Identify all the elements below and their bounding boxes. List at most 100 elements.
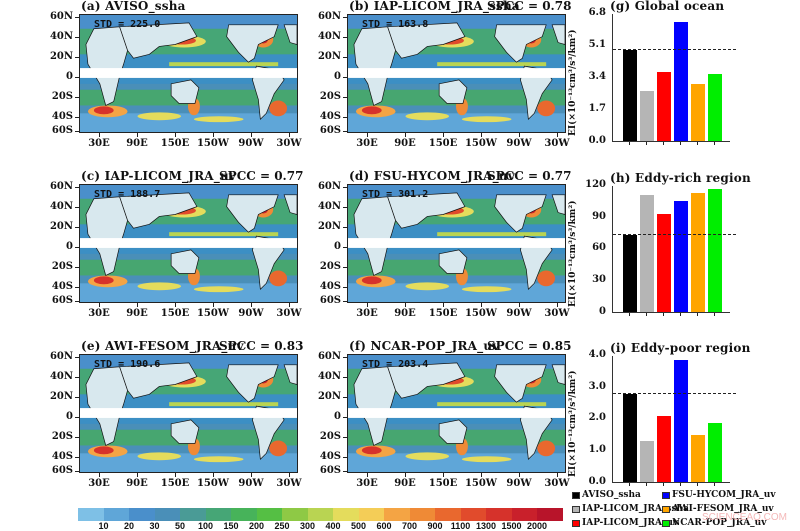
lat-tick <box>343 301 347 302</box>
eddy-field-map <box>80 355 297 472</box>
lat-tick <box>343 397 347 398</box>
colorbar-label: 10 <box>98 521 109 531</box>
colorbar-segment <box>78 508 104 521</box>
lon-tick <box>367 303 368 307</box>
legend-item: FSU-HYCOM_JRA_uv <box>662 490 776 500</box>
lon-tick <box>481 473 482 477</box>
lon-tick <box>99 303 100 307</box>
ocean-map: STD = 301.2 <box>347 184 566 303</box>
lon-label: 90W <box>238 478 264 489</box>
lon-tick <box>175 133 176 137</box>
lat-tick <box>343 471 347 472</box>
colorbar-label: 150 <box>223 521 239 531</box>
lat-label: 40N <box>317 31 341 42</box>
lat-tick <box>75 57 79 58</box>
lat-label: 20N <box>317 221 341 232</box>
bar-chart-3 <box>612 356 736 483</box>
lat-tick <box>343 377 347 378</box>
legend-label: IAP-LICOM_JRA_uv <box>582 518 679 528</box>
eddy-field-map <box>348 355 565 472</box>
colorbar-segment <box>103 508 129 521</box>
legend-swatch <box>572 505 580 513</box>
lat-tick <box>343 267 347 268</box>
lat-label: 20S <box>319 431 341 442</box>
y-tick-label: 0.0 <box>588 135 606 146</box>
lat-tick <box>75 37 79 38</box>
legend-item: AVISO_ssha <box>572 490 641 500</box>
colorbar-label: 250 <box>274 521 290 531</box>
reference-line <box>613 393 736 394</box>
lon-label: 90E <box>394 138 416 149</box>
eddy-field-map <box>80 185 297 302</box>
map-panel-title: (d) FSU-HYCOM_JRA_uv <box>349 169 515 183</box>
legend-swatch <box>662 519 670 527</box>
lon-label: 30W <box>276 478 302 489</box>
lon-label: 30E <box>88 478 110 489</box>
lat-tick <box>75 131 79 132</box>
lat-tick <box>343 437 347 438</box>
map-panel-title: (c) IAP-LICOM_JRA_uv <box>81 169 237 183</box>
lat-tick <box>75 97 79 98</box>
lon-label: 90W <box>506 478 532 489</box>
lon-tick <box>251 303 252 307</box>
colorbar-segment <box>231 508 257 521</box>
lon-label: 150E <box>428 478 458 489</box>
lat-tick <box>75 77 79 78</box>
bar-iap-licom-jra-ssha <box>640 91 654 141</box>
lon-label: 30W <box>544 478 570 489</box>
lon-label: 30E <box>356 308 378 319</box>
legend-label: AWI-FESOM_JRA_uv <box>672 504 774 514</box>
colorbar-label: 30 <box>149 521 160 531</box>
lon-tick <box>443 133 444 137</box>
bar-fsu-hycom-jra-uv <box>674 201 688 312</box>
colorbar-segment <box>129 508 155 521</box>
colorbar-label: 100 <box>197 521 214 531</box>
lat-tick <box>75 357 79 358</box>
lon-label: 30E <box>356 478 378 489</box>
lat-label: 60N <box>49 11 73 22</box>
colorbar-label: 200 <box>248 521 265 531</box>
lat-label: 20S <box>51 431 73 442</box>
lon-label: 30E <box>88 308 110 319</box>
lat-label: 40N <box>49 201 73 212</box>
lat-label: 40S <box>51 451 73 462</box>
lat-tick <box>343 417 347 418</box>
legend-item: AWI-FESOM_JRA_uv <box>662 504 774 514</box>
colorbar-segment <box>205 508 231 521</box>
lon-label: 90E <box>126 138 148 149</box>
lon-label: 150E <box>160 478 190 489</box>
legend-label: AVISO_ssha <box>582 490 641 500</box>
x-tick <box>663 142 664 145</box>
lon-tick <box>557 133 558 137</box>
x-tick <box>629 142 630 145</box>
lon-label: 90E <box>394 478 416 489</box>
lat-label: 60S <box>51 125 73 136</box>
lon-tick <box>443 303 444 307</box>
lat-tick <box>75 471 79 472</box>
legend-swatch <box>662 505 670 513</box>
reference-line <box>613 234 736 235</box>
legend-swatch <box>662 491 670 499</box>
lat-tick <box>343 57 347 58</box>
bar-iap-licom-jra-uv <box>657 416 671 482</box>
y-axis-label: EI(×10⁻¹³cm³/s³/km²) <box>568 200 578 307</box>
legend-swatch <box>572 519 580 527</box>
lon-label: 30E <box>356 138 378 149</box>
lon-label: 90W <box>506 308 532 319</box>
lon-tick <box>519 473 520 477</box>
lat-tick <box>343 187 347 188</box>
lat-tick <box>343 117 347 118</box>
legend-item: IAP-LICOM_JRA_ssha <box>572 504 689 514</box>
colorbar-segment <box>537 508 563 521</box>
lat-label: 0 <box>334 411 341 422</box>
colorbar-segment <box>307 508 333 521</box>
bar-aviso-ssha <box>623 394 637 482</box>
lat-label: 40N <box>49 371 73 382</box>
lat-tick <box>343 207 347 208</box>
lon-tick <box>405 473 406 477</box>
lat-tick <box>75 417 79 418</box>
legend-item: NCAR-POP_JRA_uv <box>662 518 766 528</box>
lat-label: 20S <box>319 261 341 272</box>
lat-label: 0 <box>66 411 73 422</box>
lat-label: 40N <box>49 31 73 42</box>
